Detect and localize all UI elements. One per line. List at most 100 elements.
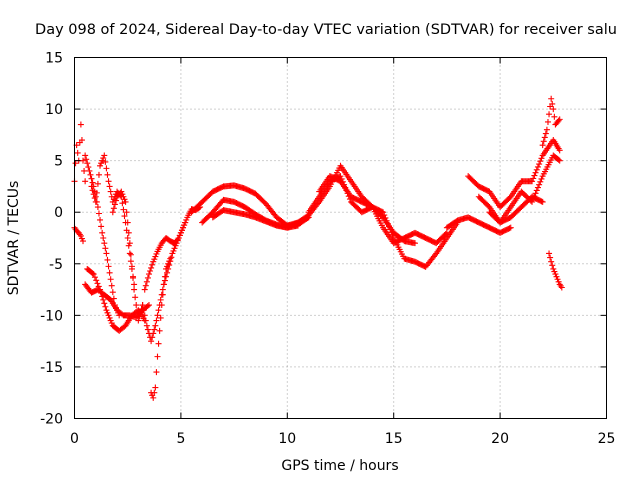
data-point	[100, 235, 106, 241]
data-point	[146, 271, 152, 277]
data-point	[101, 240, 107, 246]
data-point	[89, 176, 95, 182]
data-point	[131, 287, 137, 293]
x-tick-label: 5	[176, 431, 185, 447]
data-point	[85, 164, 91, 170]
series-track-f	[89, 152, 138, 287]
y-tick-label: -5	[49, 257, 63, 273]
data-point	[153, 369, 159, 375]
data-point	[156, 341, 162, 347]
data-point	[125, 235, 131, 241]
data-point	[545, 119, 551, 125]
x-tick-labels: 0 5 10 15 20 25	[70, 431, 615, 447]
data-point	[111, 205, 117, 211]
y-tick-label: -20	[40, 412, 63, 428]
data-point	[546, 250, 552, 256]
data-point	[103, 165, 109, 171]
data-point	[157, 328, 163, 334]
data-point	[81, 168, 87, 174]
data-point	[538, 176, 544, 182]
data-point	[152, 323, 158, 329]
x-tick-label: 25	[598, 431, 616, 447]
y-tick-label: 10	[45, 102, 63, 118]
data-point	[95, 204, 101, 210]
data-point	[110, 209, 116, 215]
data-point	[547, 255, 553, 261]
data-point	[83, 156, 89, 162]
data-point	[143, 283, 149, 289]
data-point	[133, 302, 139, 308]
data-point	[537, 158, 543, 164]
data-point	[147, 268, 153, 274]
data-point	[99, 230, 105, 236]
x-tick-label: 10	[278, 431, 296, 447]
x-tick-label: 0	[70, 431, 79, 447]
y-tick-label: -15	[40, 360, 63, 376]
data-point	[549, 262, 555, 268]
data-point	[156, 307, 162, 313]
data-point	[87, 172, 93, 178]
data-point	[151, 327, 157, 333]
x-axis-label: GPS time / hours	[281, 458, 398, 474]
data-point	[102, 304, 108, 310]
data-point	[144, 323, 150, 329]
data-point	[107, 183, 113, 189]
data-point	[537, 179, 543, 185]
data-point	[149, 262, 155, 268]
data-point	[101, 300, 107, 306]
data-point	[106, 178, 112, 184]
axis-ticks	[75, 58, 607, 419]
series-track-b	[72, 225, 87, 244]
data-point	[93, 277, 99, 283]
data-point	[144, 279, 150, 285]
data-point	[531, 173, 537, 179]
y-tick-labels: 151050-5-10-15-20	[40, 51, 63, 428]
data-point	[142, 287, 148, 293]
data-point	[536, 182, 542, 188]
data-point	[127, 250, 133, 256]
data-point	[102, 245, 108, 251]
y-axis-label: SDTVAR / TECUs	[6, 181, 22, 296]
data-point	[128, 252, 134, 258]
series-track-d	[84, 266, 147, 334]
data-point	[104, 172, 110, 178]
data-point	[546, 111, 552, 117]
data-point	[98, 223, 104, 229]
data-point	[148, 338, 154, 344]
data-point	[534, 187, 540, 193]
data-point	[548, 96, 554, 102]
data-point	[75, 150, 81, 156]
series-track-i	[148, 256, 173, 401]
data-point	[82, 152, 88, 158]
data-point	[160, 292, 166, 298]
data-point	[548, 259, 554, 265]
x-tick-label: 20	[491, 431, 509, 447]
data-point	[541, 138, 547, 144]
data-points	[72, 96, 565, 401]
data-point	[94, 280, 100, 286]
chart: Day 098 of 2024, Sidereal Day-to-day VTE…	[0, 0, 640, 480]
data-point	[154, 354, 160, 360]
data-point	[82, 178, 88, 184]
data-point	[86, 168, 92, 174]
y-tick-label: 15	[45, 51, 63, 67]
data-point	[110, 289, 116, 295]
data-point	[152, 385, 158, 391]
data-point	[108, 189, 114, 195]
data-point	[536, 161, 542, 167]
data-point	[96, 211, 102, 217]
data-point	[533, 170, 539, 176]
data-point	[145, 275, 151, 281]
y-tick-label: 5	[54, 154, 63, 170]
data-point	[78, 122, 84, 128]
series-track-v	[546, 250, 565, 290]
data-point	[544, 127, 550, 133]
data-point	[130, 275, 136, 281]
data-point	[109, 283, 115, 289]
data-point	[131, 281, 137, 287]
data-point	[542, 134, 548, 140]
data-point	[161, 281, 167, 287]
data-point	[551, 114, 557, 120]
x-tick-label: 15	[385, 431, 403, 447]
data-point	[535, 164, 541, 170]
